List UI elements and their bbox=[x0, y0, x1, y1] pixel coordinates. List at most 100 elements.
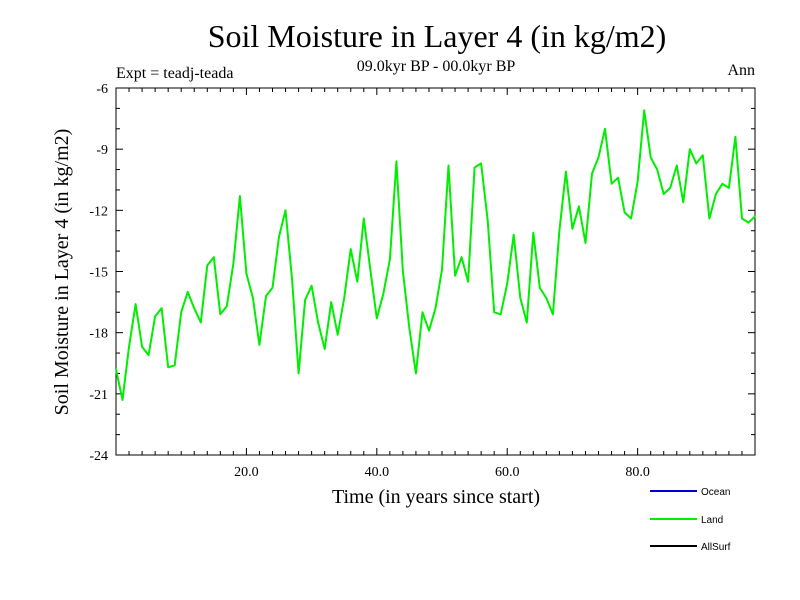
data-point bbox=[239, 195, 241, 197]
data-point bbox=[519, 297, 522, 299]
y-tick-label: -15 bbox=[89, 266, 108, 281]
data-point bbox=[636, 181, 639, 183]
data-point bbox=[571, 227, 574, 230]
data-point bbox=[662, 193, 665, 195]
data-point bbox=[428, 329, 430, 332]
data-point bbox=[617, 176, 619, 179]
data-point bbox=[271, 287, 274, 289]
y-tick-label: -12 bbox=[89, 204, 108, 219]
data-point bbox=[447, 164, 450, 167]
x-tick-label: 60.0 bbox=[495, 465, 520, 480]
chart-title: Soil Moisture in Layer 4 (in kg/m2) bbox=[208, 18, 667, 54]
data-point bbox=[415, 372, 417, 375]
data-point bbox=[121, 399, 124, 401]
data-point bbox=[708, 217, 711, 220]
data-point bbox=[715, 193, 717, 195]
data-point bbox=[369, 268, 372, 271]
season-label: Ann bbox=[727, 62, 755, 79]
data-point bbox=[689, 148, 691, 150]
data-point bbox=[167, 366, 169, 369]
chart-subtitle: 09.0kyr BP - 00.0kyr BP bbox=[357, 58, 516, 75]
data-point bbox=[343, 297, 346, 299]
y-tick-label: -6 bbox=[96, 82, 108, 97]
data-point bbox=[565, 170, 567, 173]
data-point bbox=[454, 274, 456, 277]
legend-label-ocean: Ocean bbox=[701, 487, 730, 498]
data-point bbox=[493, 311, 496, 314]
data-point bbox=[630, 217, 632, 220]
data-point bbox=[193, 307, 195, 310]
data-point bbox=[734, 136, 737, 138]
data-point bbox=[552, 313, 554, 316]
data-point bbox=[408, 327, 411, 330]
data-point bbox=[160, 307, 163, 310]
y-tick-label: -18 bbox=[89, 327, 108, 342]
data-point bbox=[532, 232, 535, 234]
data-point bbox=[219, 313, 222, 316]
data-point bbox=[213, 256, 215, 259]
data-point bbox=[232, 262, 235, 265]
data-point bbox=[147, 354, 150, 356]
data-point bbox=[186, 291, 189, 293]
expt-label: Expt = teadj-teada bbox=[116, 65, 233, 82]
data-point bbox=[330, 301, 333, 303]
data-point bbox=[226, 305, 228, 308]
data-point bbox=[702, 154, 704, 157]
y-tick-label: -9 bbox=[96, 143, 108, 158]
data-point bbox=[389, 258, 391, 261]
data-point bbox=[258, 344, 261, 346]
x-tick-label: 80.0 bbox=[625, 465, 650, 480]
data-point bbox=[728, 187, 730, 189]
x-tick-label: 20.0 bbox=[234, 465, 259, 480]
data-point bbox=[310, 285, 313, 287]
legend-label-land: Land bbox=[701, 515, 723, 526]
series-line-land bbox=[115, 109, 756, 401]
data-point bbox=[265, 295, 267, 297]
data-point bbox=[558, 229, 561, 232]
x-tick-label: 40.0 bbox=[365, 465, 390, 480]
data-point bbox=[721, 183, 724, 185]
data-point bbox=[597, 156, 600, 159]
data-point bbox=[578, 205, 580, 208]
data-point bbox=[480, 162, 482, 165]
data-point bbox=[512, 234, 515, 236]
data-point bbox=[545, 297, 548, 299]
data-point bbox=[304, 299, 306, 301]
y-tick-label: -21 bbox=[89, 388, 108, 403]
data-point bbox=[206, 264, 209, 267]
data-point bbox=[402, 270, 404, 273]
data-point bbox=[278, 236, 280, 238]
data-point bbox=[499, 313, 502, 316]
plot-frame bbox=[115, 87, 756, 456]
data-point bbox=[134, 303, 137, 305]
data-point bbox=[141, 346, 143, 348]
data-point bbox=[610, 183, 613, 185]
data-point bbox=[323, 348, 326, 350]
legend: Ocean Land AllSurf bbox=[650, 487, 731, 553]
legend-label-allsurf: AllSurf bbox=[701, 542, 731, 553]
data-point bbox=[441, 268, 443, 271]
data-point bbox=[284, 209, 287, 212]
data-point bbox=[173, 364, 176, 367]
data-point bbox=[695, 162, 698, 165]
data-point bbox=[460, 256, 463, 259]
data-point bbox=[252, 297, 254, 299]
data-point bbox=[356, 280, 359, 283]
data-point bbox=[421, 311, 424, 314]
data-point bbox=[473, 166, 476, 169]
data-point bbox=[643, 109, 645, 112]
data-point bbox=[682, 201, 685, 203]
data-point bbox=[180, 311, 182, 314]
data-point bbox=[291, 278, 293, 281]
data-point bbox=[623, 211, 626, 214]
data-point bbox=[506, 282, 509, 285]
data-point bbox=[200, 321, 202, 324]
data-point bbox=[395, 160, 398, 163]
data-point bbox=[584, 242, 587, 244]
data-point bbox=[128, 346, 130, 348]
data-point bbox=[526, 321, 528, 324]
data-point bbox=[747, 221, 750, 224]
series-layer bbox=[115, 109, 756, 401]
data-point bbox=[467, 280, 469, 283]
